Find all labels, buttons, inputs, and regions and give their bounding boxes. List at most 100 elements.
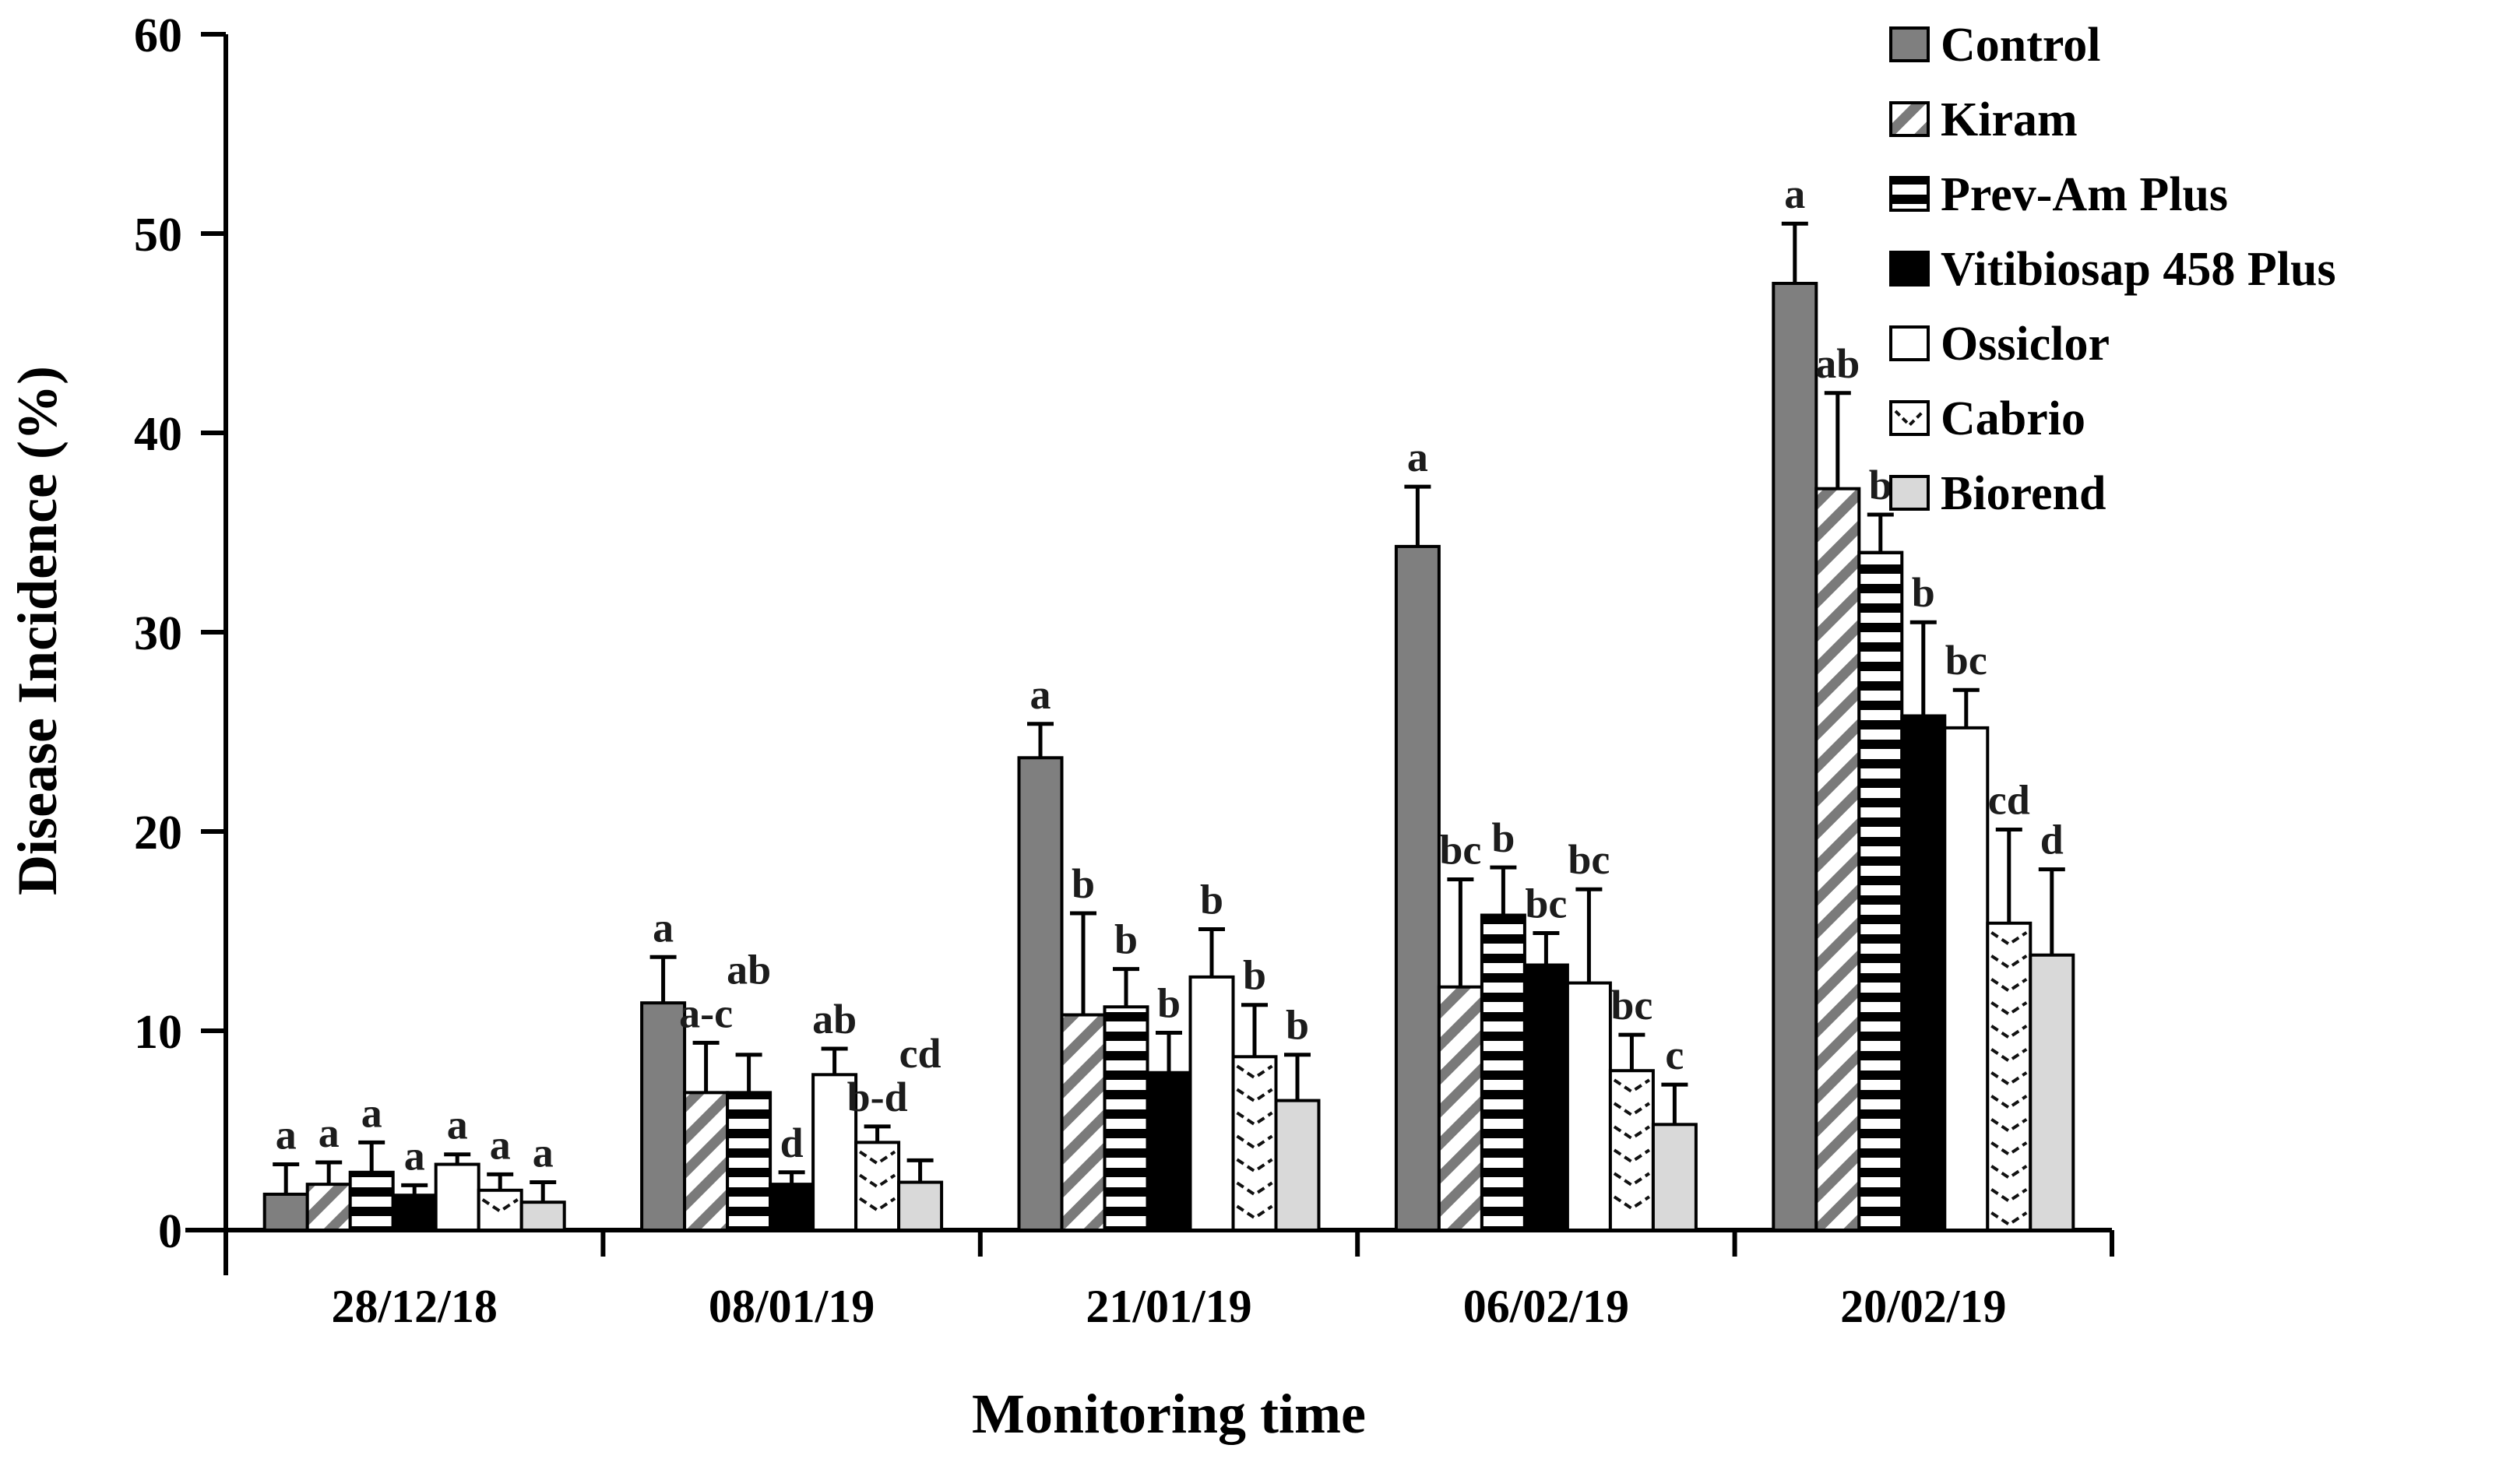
bar-cabrio-08-01-19-pattern [858, 1173, 896, 1189]
significance-letter-prev-am-plus-08-01-19: ab [727, 946, 771, 993]
significance-letter-biorend-08-01-19: cd [899, 1030, 941, 1077]
bar-cabrio-20-02-19-pattern [1990, 1025, 2028, 1040]
bar-prev-am-plus-20-02-19 [1857, 550, 1904, 1232]
bar-kiram-21-01-19 [1060, 1013, 1107, 1232]
category-label-21-01-19: 21/01/19 [1086, 1281, 1251, 1332]
bar-ossiclor-06-02-19 [1565, 981, 1612, 1232]
bar-cabrio-06-02-19-pattern [1613, 1172, 1651, 1187]
significance-letter-vitibiosap-458-plus-21-01-19: b [1157, 980, 1181, 1027]
bar-prev-am-plus-21-01-19 [1103, 1005, 1149, 1232]
significance-letter-control-21-01-19: a [1030, 671, 1051, 718]
bar-vitibiosap-458-plus-20-02-19 [1900, 714, 1947, 1232]
legend-label-biorend: Biorend [1941, 467, 2106, 520]
bar-vitibiosap-458-plus-21-01-19 [1146, 1071, 1192, 1232]
significance-letter-vitibiosap-458-plus-06-02-19: bc [1525, 881, 1567, 927]
y-tick-label-30: 30 [134, 607, 182, 660]
y-tick-label-60: 60 [134, 9, 182, 62]
bar-kiram-20-02-19 [1814, 487, 1861, 1232]
significance-letter-kiram-21-01-19: b [1072, 860, 1095, 907]
bar-control-06-02-19 [1394, 544, 1441, 1232]
significance-letter-ossiclor-20-02-19: bc [1945, 637, 1987, 684]
legend-label-ossiclor: Ossiclor [1941, 318, 2110, 371]
significance-letter-control-08-01-19: a [653, 904, 674, 951]
legend-label-kiram: Kiram [1941, 93, 2078, 146]
bar-cabrio-20-02-19-pattern [1990, 1095, 2028, 1110]
bar-kiram-06-02-19 [1437, 985, 1483, 1232]
bar-biorend-20-02-19 [2029, 953, 2075, 1232]
bar-prev-am-plus-28-12-18 [348, 1170, 395, 1232]
significance-letter-biorend-21-01-19: b [1286, 1002, 1309, 1049]
bar-cabrio-20-02-19-pattern [1990, 931, 2028, 947]
bar-cabrio-20-02-19-pattern [1990, 1048, 2028, 1063]
significance-letter-vitibiosap-458-plus-28-12-18: a [404, 1132, 425, 1179]
bar-ossiclor-28-12-18 [434, 1162, 480, 1232]
bar-prev-am-plus-06-02-19 [1480, 913, 1526, 1232]
bar-cabrio-21-01-19-pattern [1236, 1088, 1273, 1103]
significance-letter-control-20-02-19: a [1784, 171, 1805, 217]
significance-letter-biorend-20-02-19: d [2040, 817, 2064, 863]
significance-letter-kiram-20-02-19: ab [1815, 340, 1860, 387]
bar-cabrio-21-01-19-pattern [1236, 1111, 1273, 1127]
significance-letter-kiram-08-01-19: a-c [679, 990, 733, 1036]
bar-cabrio-21-01-19 [1231, 1055, 1278, 1232]
significance-letter-control-28-12-18: a [276, 1112, 297, 1158]
significance-letter-biorend-06-02-19: c [1665, 1032, 1684, 1078]
bar-cabrio-20-02-19-pattern [1990, 955, 2028, 970]
legend-swatch-vitibiosap-458-plus [1889, 251, 1930, 287]
significance-letter-ossiclor-21-01-19: b [1200, 876, 1223, 923]
legend-label-vitibiosap-458-plus: Vitibiosap 458 Plus [1941, 243, 2336, 296]
significance-letter-prev-am-plus-21-01-19: b [1114, 916, 1138, 963]
significance-letter-ossiclor-08-01-19: ab [812, 996, 857, 1042]
significance-letter-prev-am-plus-06-02-19: b [1491, 814, 1515, 861]
significance-letter-vitibiosap-458-plus-08-01-19: d [780, 1120, 804, 1166]
bar-cabrio-21-01-19-pattern [1236, 1158, 1273, 1173]
bar-cabrio-20-02-19-pattern [1990, 1001, 2028, 1017]
bar-cabrio-20-02-19-pattern [1990, 1118, 2028, 1134]
significance-letter-vitibiosap-458-plus-20-02-19: b [1912, 569, 1935, 616]
bar-cabrio-21-01-19-pattern [1236, 1204, 1273, 1220]
y-tick-label-20: 20 [134, 807, 182, 860]
y-axis-title: Disease Incidence (%) [6, 366, 69, 895]
legend-swatch-biorend [1889, 475, 1930, 511]
significance-letter-cabrio-06-02-19: bc [1610, 982, 1652, 1028]
significance-letter-kiram-28-12-18: a [319, 1109, 340, 1156]
significance-letter-ossiclor-06-02-19: bc [1568, 836, 1610, 883]
bar-cabrio-06-02-19-pattern [1613, 1195, 1651, 1211]
bar-cabrio-08-01-19 [854, 1141, 901, 1232]
legend-label-control: Control [1941, 19, 2101, 72]
bar-cabrio-21-01-19-pattern [1236, 1181, 1273, 1197]
bar-vitibiosap-458-plus-06-02-19 [1522, 963, 1569, 1232]
legend-label-prev-am-plus: Prev-Am Plus [1941, 168, 2228, 221]
legend-swatch-prev-am-plus [1889, 176, 1930, 212]
bar-vitibiosap-458-plus-28-12-18 [391, 1194, 438, 1232]
significance-letter-cabrio-28-12-18: a [490, 1121, 511, 1168]
bar-cabrio-06-02-19-pattern [1613, 1102, 1651, 1117]
y-tick-label-50: 50 [134, 209, 182, 262]
bar-cabrio-20-02-19 [1986, 921, 2033, 1232]
significance-letter-ossiclor-28-12-18: a [447, 1102, 468, 1148]
category-label-08-01-19: 08/01/19 [709, 1281, 875, 1332]
bar-cabrio-20-02-19-pattern [1990, 1188, 2028, 1204]
legend-label-cabrio: Cabrio [1941, 392, 2085, 445]
bar-cabrio-20-02-19-pattern [1990, 1071, 2028, 1087]
category-label-28-12-18: 28/12/18 [332, 1281, 498, 1332]
bar-cabrio-08-01-19-pattern [858, 1150, 896, 1165]
bar-cabrio-20-02-19-pattern [1990, 1211, 2028, 1227]
significance-letter-kiram-06-02-19: bc [1439, 826, 1481, 873]
bar-biorend-06-02-19 [1651, 1123, 1698, 1232]
bar-cabrio-28-12-18 [477, 1188, 523, 1232]
significance-letter-biorend-28-12-18: a [533, 1130, 554, 1176]
y-tick-label-40: 40 [134, 408, 182, 461]
bar-prev-am-plus-08-01-19 [726, 1091, 773, 1232]
legend-swatch-pattern-cabrio [1894, 410, 1925, 427]
bar-kiram-28-12-18 [305, 1183, 352, 1232]
y-tick-label-10: 10 [134, 1006, 182, 1059]
bar-biorend-28-12-18 [519, 1201, 566, 1232]
bar-control-08-01-19 [640, 1001, 687, 1232]
significance-letter-control-06-02-19: a [1407, 434, 1428, 480]
bar-cabrio-06-02-19-pattern [1613, 1125, 1651, 1141]
legend-swatch-kiram [1889, 101, 1930, 137]
legend-swatch-ossiclor [1889, 325, 1930, 361]
